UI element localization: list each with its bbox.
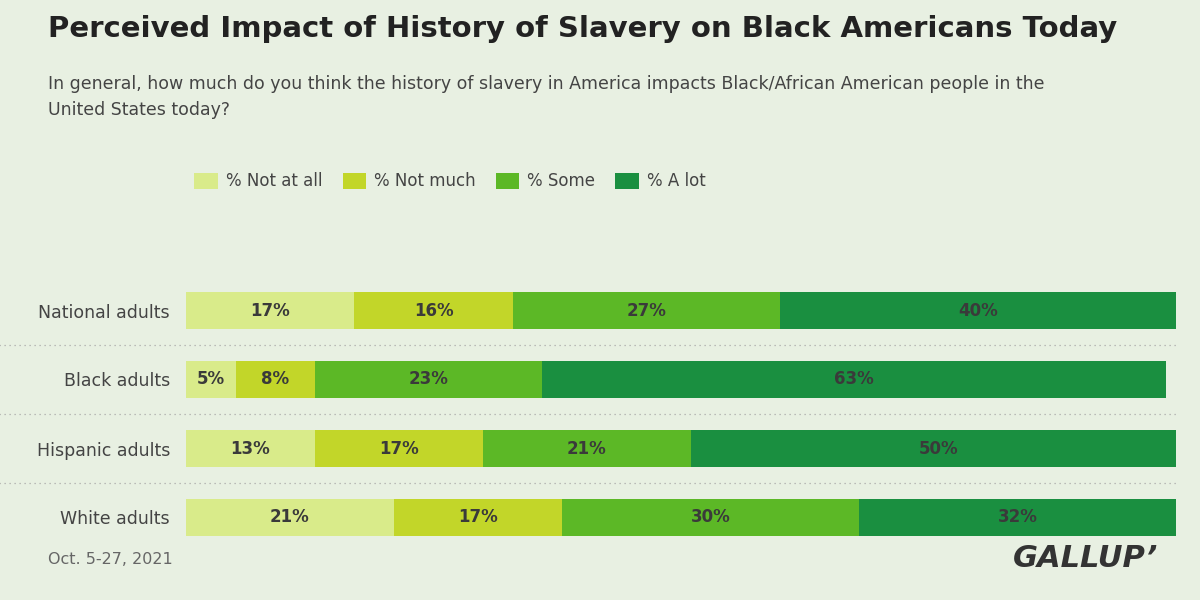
Text: 17%: 17% <box>251 301 290 319</box>
Legend: % Not at all, % Not much, % Some, % A lot: % Not at all, % Not much, % Some, % A lo… <box>194 172 706 190</box>
Text: 23%: 23% <box>409 370 449 389</box>
Text: 21%: 21% <box>568 439 607 457</box>
Bar <box>314 430 484 467</box>
Bar <box>780 292 1176 329</box>
Text: 21%: 21% <box>270 509 310 527</box>
Text: 30%: 30% <box>691 509 731 527</box>
Text: 50%: 50% <box>918 439 959 457</box>
Text: 5%: 5% <box>197 370 224 389</box>
Text: 17%: 17% <box>458 509 498 527</box>
Bar <box>235 361 314 398</box>
Text: 63%: 63% <box>834 370 874 389</box>
Text: Perceived Impact of History of Slavery on Black Americans Today: Perceived Impact of History of Slavery o… <box>48 15 1117 43</box>
Text: 17%: 17% <box>379 439 419 457</box>
Bar <box>563 499 859 536</box>
Text: 40%: 40% <box>958 301 998 319</box>
Bar <box>542 361 1166 398</box>
Bar <box>354 292 512 329</box>
Text: 8%: 8% <box>262 370 289 389</box>
Text: 27%: 27% <box>626 301 666 319</box>
Text: 32%: 32% <box>997 509 1038 527</box>
Bar <box>859 499 1176 536</box>
Bar <box>186 292 354 329</box>
Bar <box>186 430 314 467</box>
Bar <box>512 292 780 329</box>
Bar <box>394 499 563 536</box>
Bar <box>186 361 235 398</box>
Text: Oct. 5-27, 2021: Oct. 5-27, 2021 <box>48 552 173 567</box>
Text: 16%: 16% <box>414 301 454 319</box>
Text: In general, how much do you think the history of slavery in America impacts Blac: In general, how much do you think the hi… <box>48 75 1044 119</box>
Text: 13%: 13% <box>230 439 270 457</box>
Bar <box>691 430 1186 467</box>
Text: GALLUP’: GALLUP’ <box>1013 544 1158 573</box>
Bar <box>186 499 394 536</box>
Bar <box>482 430 691 467</box>
Bar <box>314 361 542 398</box>
